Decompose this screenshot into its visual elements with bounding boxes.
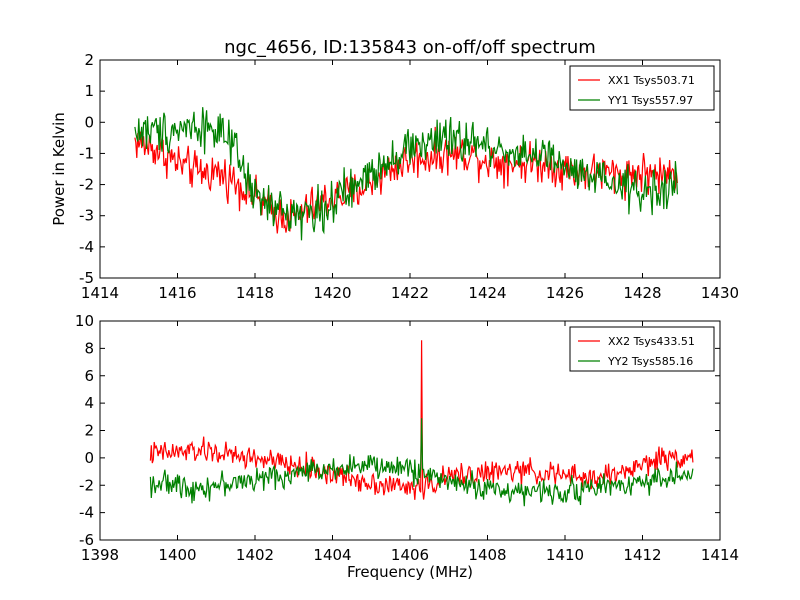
x-tick-label: 1410: [546, 546, 584, 564]
x-tick-label: 1422: [391, 284, 429, 302]
x-tick-label: 1416: [158, 284, 196, 302]
legend-label: YY2 Tsys585.16: [607, 355, 693, 368]
series-line-2: [134, 107, 678, 241]
y-tick-label: 8: [84, 339, 94, 357]
x-axis-label-bottom: Frequency (MHz): [347, 563, 473, 581]
x-tick-label: 1428: [623, 284, 661, 302]
y-tick-label: 0: [84, 113, 94, 131]
x-tick-label: 1430: [701, 284, 739, 302]
x-tick-label: 1406: [391, 546, 429, 564]
y-tick-label: 6: [84, 367, 94, 385]
y-tick-label: -4: [79, 504, 94, 522]
y-tick-label: -1: [79, 144, 94, 162]
y-tick-label: 4: [84, 394, 94, 412]
legend-label: XX1 Tsys503.71: [608, 74, 695, 87]
series-line-1: [149, 340, 694, 500]
x-tick-label: 1400: [158, 546, 196, 564]
x-tick-label: 1402: [236, 546, 274, 564]
x-tick-label: 1414: [701, 546, 739, 564]
x-tick-label: 1404: [313, 546, 351, 564]
top-panel: 1414 1416 1418 1420 1422 1424 1426 1428 1430 -5 -4…: [79, 51, 739, 302]
legend-label: YY1 Tsys557.97: [607, 94, 693, 107]
y-tick-label: -3: [79, 207, 94, 225]
y-tick-label: -2: [79, 176, 94, 194]
bottom-panel: 1398 1400 1402 1404 1406 1408 1410 1412 1414 -6 -4…: [75, 312, 739, 564]
x-tick-label: 1412: [623, 546, 661, 564]
y-tick-label: -6: [79, 531, 94, 549]
x-tick-label: 1398: [81, 546, 119, 564]
y-tick-label: 2: [84, 51, 94, 69]
series-line-2: [149, 418, 694, 507]
legend-label: XX2 Tsys433.51: [608, 335, 695, 348]
y-tick-label: 2: [84, 422, 94, 440]
x-tick-label: 1420: [313, 284, 351, 302]
y-tick-label: -2: [79, 476, 94, 494]
x-tick-label: 1424: [468, 284, 506, 302]
x-tick-label: 1426: [546, 284, 584, 302]
x-tick-label: 1414: [81, 284, 119, 302]
x-tick-label: 1418: [236, 284, 274, 302]
y-axis-label-top: Power in Kelvin: [50, 112, 68, 226]
y-tick-label: 0: [84, 449, 94, 467]
y-tick-label: 1: [84, 82, 94, 100]
y-tick-label: 10: [75, 312, 94, 330]
legend: XX1 Tsys503.71 YY1 Tsys557.97: [569, 65, 715, 111]
x-tick-label: 1408: [468, 546, 506, 564]
y-tick-label: -4: [79, 238, 94, 256]
legend: XX2 Tsys433.51 YY2 Tsys585.16: [569, 326, 715, 372]
y-tick-label: -5: [79, 269, 94, 287]
chart-title: ngc_4656, ID:135843 on-off/off spectrum: [224, 37, 596, 58]
